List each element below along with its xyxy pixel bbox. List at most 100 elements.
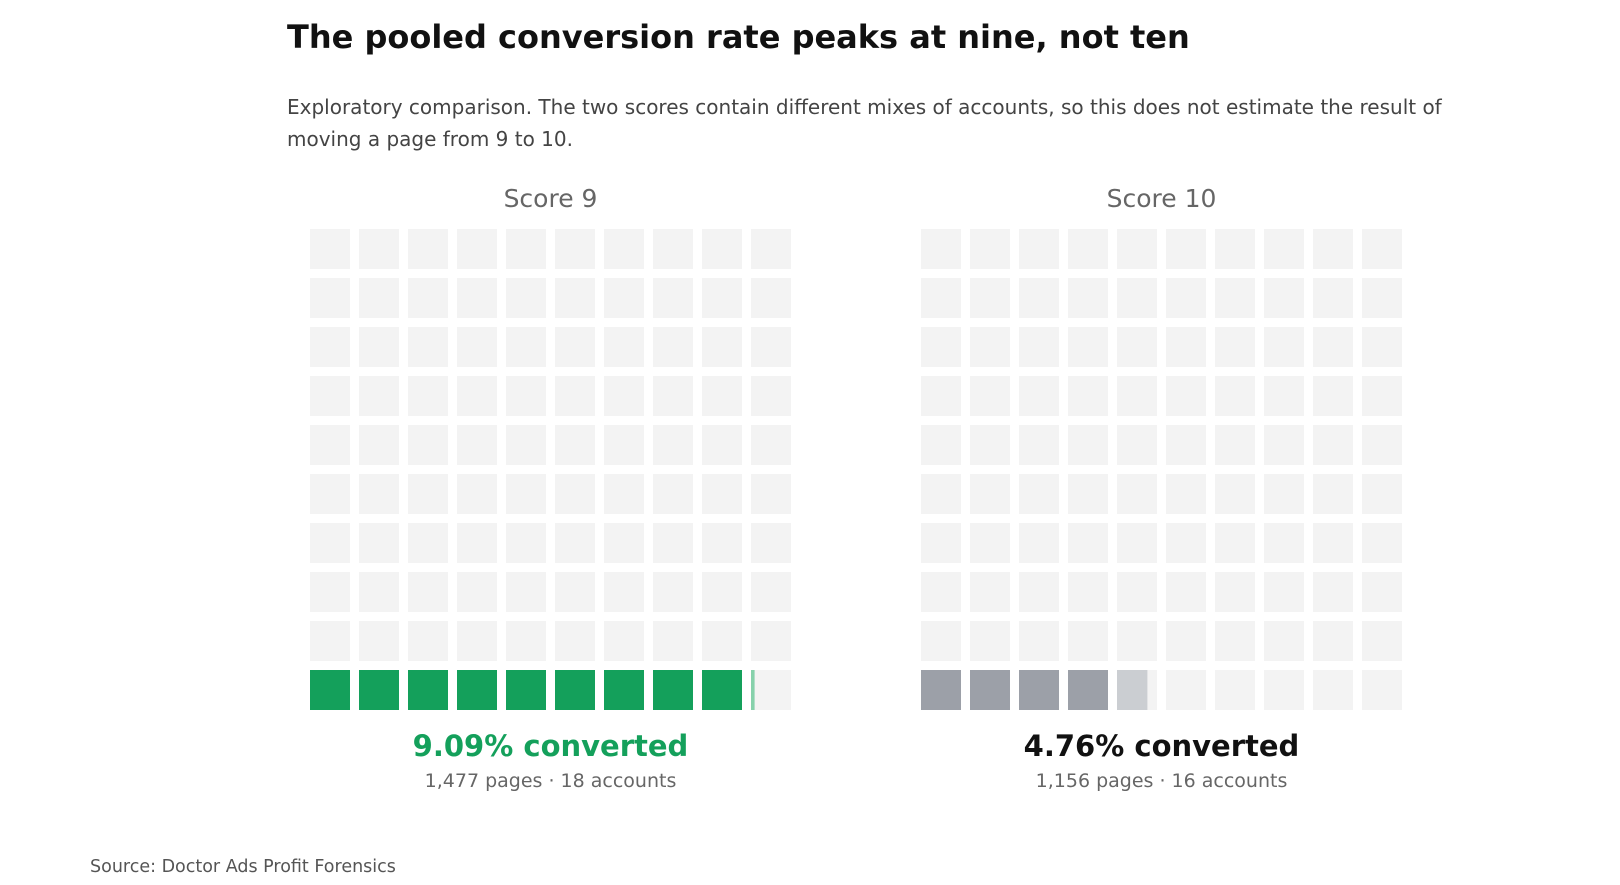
waffle-cell xyxy=(702,278,742,318)
waffle-cell-filled xyxy=(970,670,1010,710)
waffle-cell xyxy=(1019,572,1059,612)
waffle-cell xyxy=(1117,327,1157,367)
waffle-cell-filled xyxy=(408,670,448,710)
conversion-rate-label: 4.76% converted xyxy=(1024,729,1300,763)
waffle-cell xyxy=(408,327,448,367)
waffle-cell xyxy=(921,425,961,465)
waffle-cell xyxy=(1019,474,1059,514)
waffle-cell xyxy=(653,621,693,661)
waffle-cell xyxy=(702,229,742,269)
waffle-cell xyxy=(1068,523,1108,563)
waffle-cell xyxy=(751,376,791,416)
waffle-cell xyxy=(1019,278,1059,318)
waffle-cell xyxy=(1068,474,1108,514)
waffle-cell xyxy=(1215,670,1255,710)
waffle-cell xyxy=(506,523,546,563)
waffle-cell xyxy=(457,621,497,661)
waffle-cell xyxy=(1215,572,1255,612)
waffle-cell xyxy=(751,670,791,710)
waffle-cell-partial xyxy=(1117,670,1148,710)
waffle-cell xyxy=(1166,474,1206,514)
waffle-cell-filled xyxy=(506,670,546,710)
waffle-cell xyxy=(457,425,497,465)
panel-label: Score 9 xyxy=(504,184,598,213)
waffle-cell xyxy=(310,621,350,661)
waffle-cell-partial xyxy=(751,670,755,710)
waffle-cell xyxy=(604,425,644,465)
waffle-cell xyxy=(408,229,448,269)
waffle-cell xyxy=(555,474,595,514)
waffle-cell xyxy=(359,376,399,416)
waffle-cell xyxy=(1362,229,1402,269)
waffle-cell xyxy=(751,474,791,514)
waffle-cell xyxy=(1362,474,1402,514)
waffle-cell xyxy=(1362,327,1402,367)
waffle-cell xyxy=(1264,229,1304,269)
waffle-cell xyxy=(1166,572,1206,612)
waffle-cell xyxy=(457,327,497,367)
waffle-cell xyxy=(970,621,1010,661)
waffle-cell xyxy=(970,376,1010,416)
waffle-cell xyxy=(310,474,350,514)
panel-label: Score 10 xyxy=(1107,184,1217,213)
waffle-cell xyxy=(1117,621,1157,661)
waffle-cell xyxy=(604,474,644,514)
waffle-cell xyxy=(457,376,497,416)
waffle-cell xyxy=(1215,376,1255,416)
waffle-cell xyxy=(555,572,595,612)
waffle-cell xyxy=(408,474,448,514)
waffle-cell-filled xyxy=(1019,670,1059,710)
waffle-cell xyxy=(1313,670,1353,710)
waffle-cell xyxy=(1362,670,1402,710)
waffle-cell xyxy=(1215,523,1255,563)
waffle-cell xyxy=(1362,425,1402,465)
waffle-cell xyxy=(1264,474,1304,514)
waffle-cell-filled xyxy=(604,670,644,710)
waffle-cell xyxy=(1166,523,1206,563)
waffle-cell xyxy=(1215,278,1255,318)
waffle-cell xyxy=(751,572,791,612)
waffle-cell xyxy=(555,523,595,563)
waffle-cell xyxy=(702,474,742,514)
waffle-cell xyxy=(457,278,497,318)
waffle-cell xyxy=(1019,621,1059,661)
waffle-cell xyxy=(1362,376,1402,416)
waffle-cell xyxy=(604,523,644,563)
waffle-cell xyxy=(555,278,595,318)
waffle-cell xyxy=(653,523,693,563)
waffle-cell xyxy=(555,376,595,416)
source-note: Source: Doctor Ads Profit Forensics xyxy=(90,857,396,877)
waffle-cell xyxy=(1166,327,1206,367)
waffle-cell xyxy=(921,523,961,563)
waffle-cell xyxy=(1068,425,1108,465)
waffle-cell xyxy=(359,523,399,563)
waffle-cell xyxy=(1313,621,1353,661)
waffle-cell xyxy=(604,376,644,416)
waffle-cell-filled xyxy=(359,670,399,710)
waffle-cell xyxy=(702,621,742,661)
waffle-cell xyxy=(1166,376,1206,416)
waffle-cell xyxy=(1068,278,1108,318)
waffle-cell xyxy=(604,278,644,318)
waffle-cell-filled xyxy=(702,670,742,710)
waffle-cell xyxy=(408,572,448,612)
waffle-cell xyxy=(1313,572,1353,612)
waffle-cell-filled xyxy=(1068,670,1108,710)
waffle-cell xyxy=(1019,523,1059,563)
waffle-cell xyxy=(506,474,546,514)
waffle-cell xyxy=(359,229,399,269)
waffle-cell xyxy=(1264,425,1304,465)
waffle-cell xyxy=(604,572,644,612)
waffle-cell xyxy=(506,376,546,416)
waffle-cell xyxy=(702,523,742,563)
waffle-cell xyxy=(1019,229,1059,269)
waffle-cell xyxy=(555,425,595,465)
waffle-cell-filled xyxy=(555,670,595,710)
waffle-cell xyxy=(1264,327,1304,367)
waffle-cell xyxy=(408,376,448,416)
waffle-cell xyxy=(1117,572,1157,612)
waffle-cell xyxy=(310,523,350,563)
waffle-cell xyxy=(1215,229,1255,269)
waffle-cell xyxy=(310,229,350,269)
waffle-cell xyxy=(1313,523,1353,563)
